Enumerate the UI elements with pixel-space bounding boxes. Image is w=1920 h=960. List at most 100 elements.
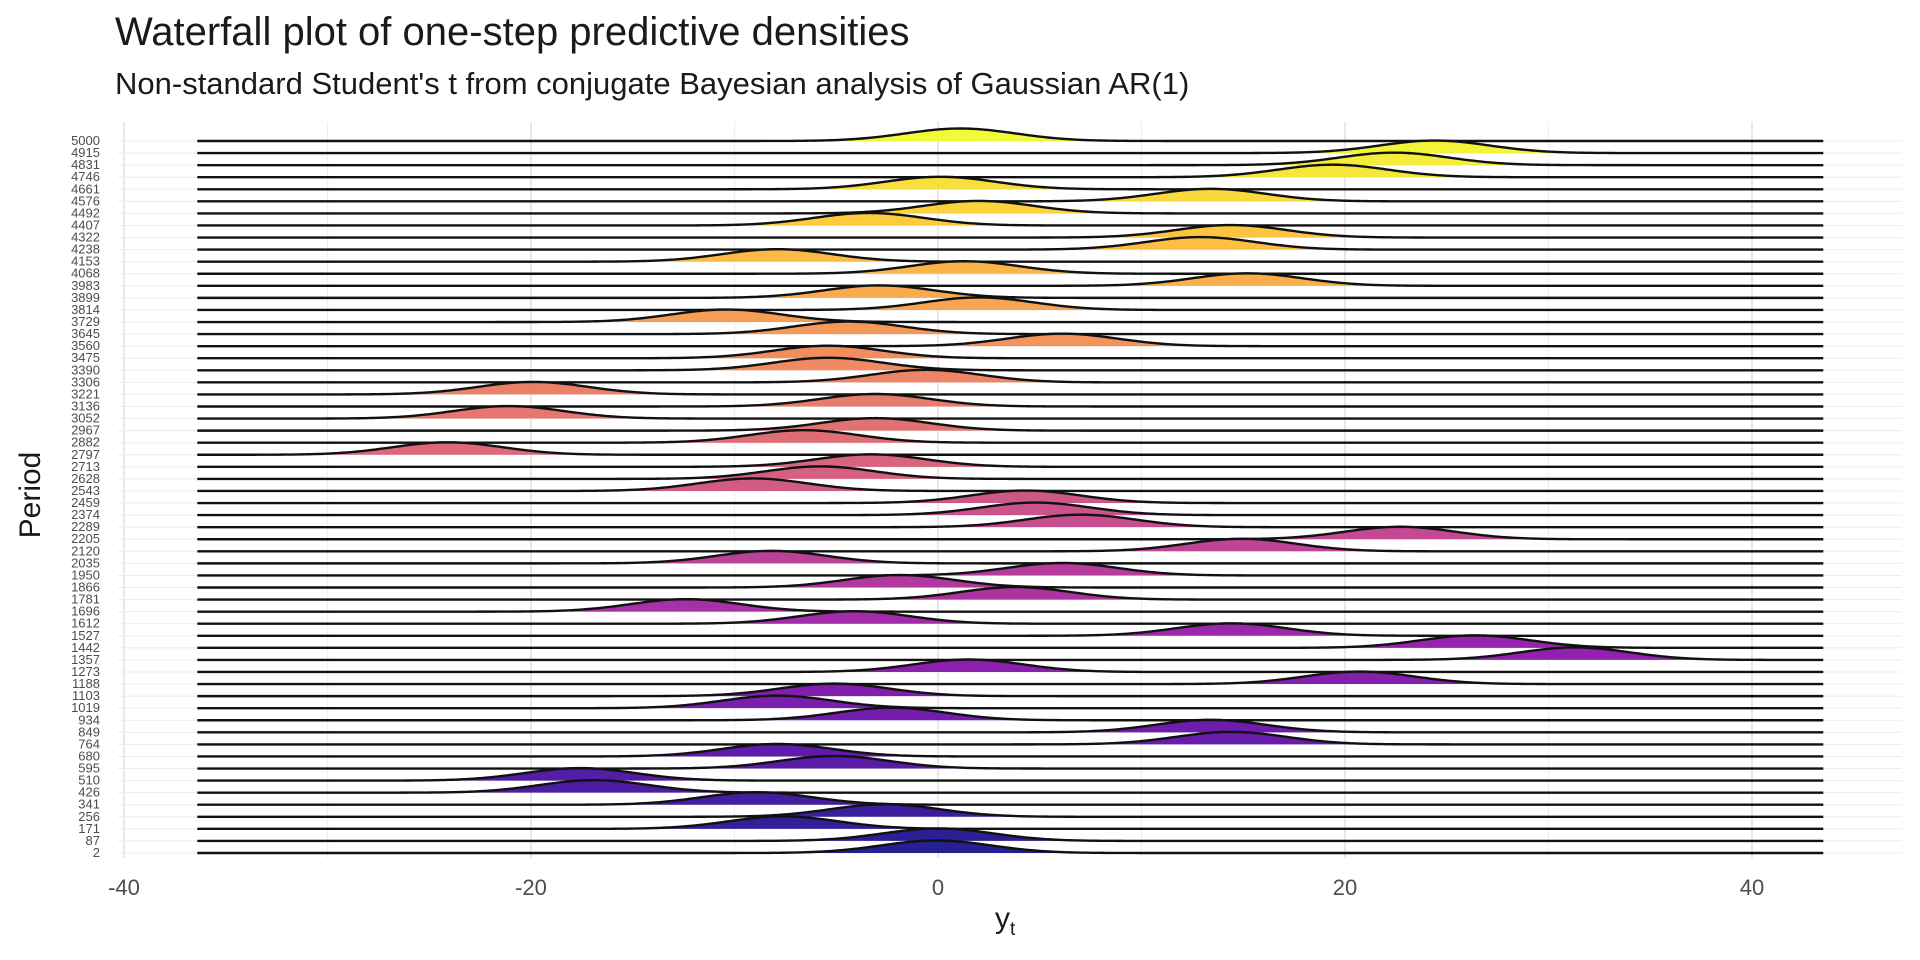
- ridge-line: [197, 453, 1824, 469]
- ridge-period-1019: [197, 694, 1826, 710]
- ridge-fill: [197, 538, 1826, 552]
- y-tick-label: 934: [78, 712, 100, 727]
- ridge-line: [197, 791, 1824, 806]
- ridge-period-764: [197, 730, 1826, 746]
- ridge-line: [197, 694, 1824, 710]
- ridge-line: [197, 211, 1824, 227]
- y-tick-label: 4661: [71, 181, 100, 196]
- y-tick-label: 4407: [71, 217, 100, 232]
- ridge-period-1273: [197, 658, 1826, 674]
- y-tick-label: 849: [78, 724, 100, 739]
- ridge-line: [197, 730, 1824, 746]
- ridge-period-4492: [197, 199, 1826, 215]
- ridge-period-1696: [197, 597, 1826, 613]
- ridge-line: [197, 815, 1824, 831]
- ridge-line: [197, 549, 1824, 565]
- y-tick-label: 2713: [71, 459, 100, 474]
- ridge-period-2: [197, 839, 1826, 855]
- ridge-line: [197, 139, 1824, 155]
- ridge-fill: [197, 816, 1826, 829]
- y-tick-label: 4153: [71, 254, 100, 269]
- ridge-period-4576: [197, 187, 1826, 203]
- ridge-fill: [197, 430, 1826, 443]
- y-tick-label: 3645: [71, 326, 100, 341]
- ridge-fill: [197, 466, 1826, 479]
- y-tick-label: 1103: [72, 688, 100, 703]
- ridge-period-2459: [197, 489, 1826, 505]
- ridge-period-1781: [197, 585, 1826, 601]
- ridge-period-1866: [197, 573, 1826, 589]
- ridge-period-2289: [197, 513, 1826, 529]
- ridge-fill: [197, 647, 1826, 660]
- ridge-fill: [197, 490, 1826, 504]
- ridge-fill: [197, 623, 1826, 636]
- ridge-fill: [197, 333, 1826, 347]
- y-tick-label: 4831: [71, 157, 100, 172]
- ridge-period-3645: [197, 320, 1826, 336]
- y-tick-label: 341: [78, 797, 100, 812]
- x-tick-label: 0: [932, 875, 944, 900]
- y-tick-label: 2035: [71, 555, 100, 570]
- ridge-fill: [197, 273, 1826, 286]
- ridge-fill: [197, 140, 1826, 154]
- ridge-period-4407: [197, 211, 1826, 227]
- ridge-period-934: [197, 706, 1826, 722]
- ridge-fill: [197, 683, 1826, 697]
- ridge-line: [197, 477, 1824, 493]
- y-tick-label: 3475: [71, 350, 100, 365]
- y-tick-label: 1866: [71, 580, 100, 595]
- ridge-line: [197, 344, 1824, 360]
- ridge-fill: [197, 635, 1826, 648]
- ridge-period-426: [197, 778, 1826, 794]
- ridge-fill: [197, 502, 1826, 516]
- ridge-line: [197, 513, 1824, 529]
- ridge-period-1612: [197, 610, 1826, 625]
- ridge-fill: [197, 418, 1826, 431]
- y-tick-label: 2205: [71, 531, 100, 546]
- y-tick-label: 680: [78, 748, 100, 763]
- ridge-line: [197, 332, 1824, 348]
- ridge-period-5000: [197, 127, 1826, 143]
- ridge-period-4831: [197, 151, 1826, 167]
- y-tick-label: 3390: [71, 362, 100, 377]
- y-tick-label: 4238: [71, 242, 100, 257]
- ridge-fill: [197, 176, 1826, 190]
- ridge-line: [197, 573, 1824, 589]
- y-tick-label: 171: [78, 821, 100, 836]
- y-tick-label: 764: [78, 736, 100, 751]
- y-tick-labels: 2871712563414265105956807648499341019110…: [71, 133, 100, 860]
- y-tick-label: 1781: [71, 592, 100, 607]
- ridge-period-4915: [197, 139, 1826, 155]
- ridge-line: [197, 525, 1824, 541]
- ridge-line: [197, 441, 1824, 456]
- ridge-period-4746: [197, 163, 1826, 179]
- x-axis-label: yt: [995, 902, 1015, 941]
- ridge-period-510: [197, 766, 1826, 782]
- ridge-line: [197, 839, 1824, 855]
- ridge-line: [197, 610, 1824, 625]
- ridge-line: [197, 537, 1824, 553]
- ridge-fill: [197, 442, 1826, 455]
- ridge-fill: [197, 200, 1826, 214]
- ridge-fill: [197, 671, 1826, 685]
- y-tick-label: 510: [78, 773, 100, 788]
- ridge-period-595: [197, 754, 1826, 770]
- chart-subtitle: Non-standard Student's t from conjugate …: [115, 66, 1190, 101]
- y-tick-label: 4492: [71, 205, 100, 220]
- ridge-period-3052: [197, 404, 1826, 420]
- ridge-fill: [197, 345, 1826, 359]
- y-tick-label: 595: [78, 761, 100, 776]
- ridge-period-2120: [197, 537, 1826, 553]
- y-tick-label: 87: [86, 833, 100, 848]
- y-tick-label: 256: [78, 809, 100, 824]
- ridge-period-2374: [197, 501, 1826, 517]
- y-tick-label: 4576: [71, 193, 100, 208]
- ridge-period-3729: [197, 308, 1826, 324]
- ridge-period-2035: [197, 549, 1826, 565]
- ridge-line: [197, 658, 1824, 674]
- ridge-fill: [197, 550, 1826, 564]
- ridge-fill: [197, 309, 1826, 323]
- y-tick-label: 3560: [71, 338, 100, 353]
- y-tick-label: 3306: [71, 374, 100, 389]
